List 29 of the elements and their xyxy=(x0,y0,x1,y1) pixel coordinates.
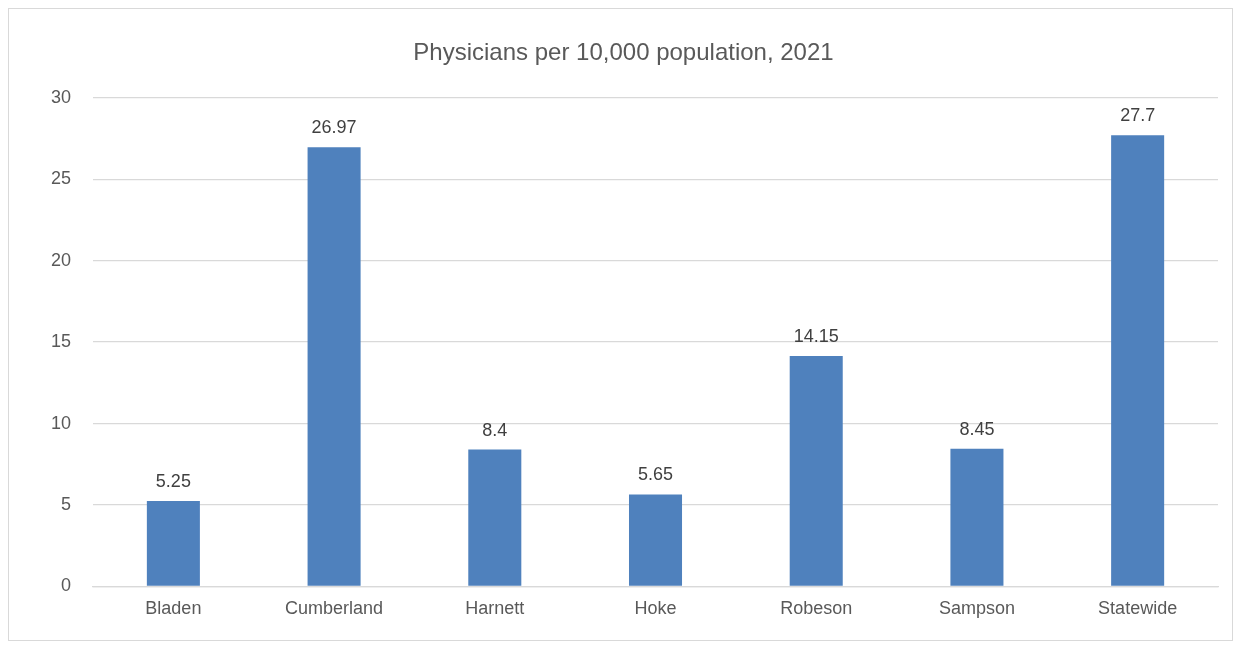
data-label: 26.97 xyxy=(311,117,357,138)
bar xyxy=(628,494,683,586)
y-tick-label: 20 xyxy=(50,249,72,270)
y-tick-label: 5 xyxy=(61,493,72,514)
x-tick-label: Bladen xyxy=(145,598,202,619)
data-label: 5.65 xyxy=(637,464,674,485)
x-tick-label: Hoke xyxy=(634,598,677,619)
y-tick-label: 25 xyxy=(50,168,72,189)
y-tick-label: 15 xyxy=(50,331,72,352)
data-label: 8.45 xyxy=(959,418,995,439)
x-tick-label: Sampson xyxy=(938,598,1015,619)
bar xyxy=(146,500,200,586)
data-label: 27.7 xyxy=(1120,105,1156,126)
bar xyxy=(1111,135,1165,586)
bar xyxy=(307,147,361,586)
data-label: 5.25 xyxy=(155,470,191,491)
x-tick-label: Statewide xyxy=(1098,598,1178,619)
y-tick-label: 30 xyxy=(50,86,72,107)
x-tick-label: Cumberland xyxy=(285,598,384,619)
bar xyxy=(468,449,522,586)
y-tick-label: 10 xyxy=(50,412,72,433)
x-tick-label: Robeson xyxy=(780,598,853,619)
data-label: 14.15 xyxy=(793,325,839,346)
chart-title: Physicians per 10,000 population, 2021 xyxy=(413,38,834,66)
y-tick-label: 0 xyxy=(61,575,72,596)
bar xyxy=(789,355,843,586)
bar xyxy=(950,448,1004,586)
data-label: 8.4 xyxy=(482,419,508,440)
x-tick-label: Harnett xyxy=(465,598,525,619)
